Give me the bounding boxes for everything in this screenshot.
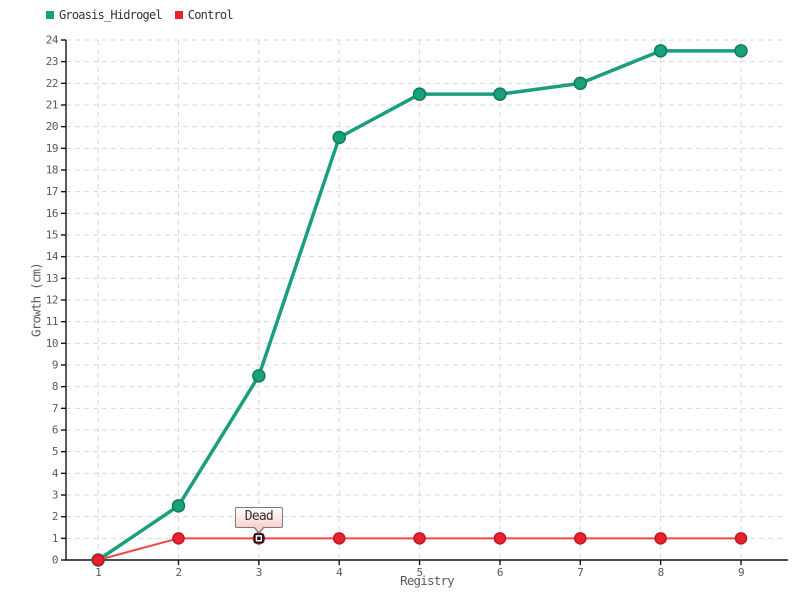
y-tick-label: 8 [52,380,58,393]
y-tick-label: 11 [46,315,58,328]
data-point-control-x8[interactable] [654,532,667,545]
x-tick-label: 2 [175,566,181,579]
y-tick-label: 22 [46,77,58,90]
legend-label-groasis-hidrogel: Groasis_Hidrogel [59,8,163,22]
data-point-groasis_hidrogel-x5[interactable] [412,87,427,101]
y-tick-label: 23 [46,55,58,68]
x-tick-label: 5 [417,566,423,579]
data-point-control-x6[interactable] [493,532,507,545]
y-tick-label: 17 [46,185,58,198]
data-point-groasis_hidrogel-x2[interactable] [171,499,186,513]
y-tick-label: 19 [46,142,58,155]
y-tick-label: 14 [46,250,59,263]
y-tick-label: 16 [46,207,58,220]
legend-item-control: Control [174,8,234,22]
data-point-control-x7[interactable] [574,532,587,545]
dead-event-marker-dot [257,536,261,541]
y-tick-label: 12 [46,294,58,307]
y-tick-label: 20 [46,120,58,133]
y-tick-label: 5 [52,445,58,458]
y-tick-label: 10 [46,337,58,350]
data-point-control-x2[interactable] [172,532,185,545]
y-tick-label: 21 [46,99,58,112]
annotation-tooltip: Dead [234,507,283,529]
legend: Groasis_Hidrogel Control [46,8,234,22]
data-point-control-x4[interactable] [332,532,346,545]
x-tick-label: 4 [336,566,343,579]
y-tick-label: 6 [52,424,58,437]
x-tick-label: 1 [95,566,101,579]
x-tick-label: 7 [577,566,583,579]
annotation-tooltip-text: Dead [244,509,274,525]
y-tick-label: 9 [52,359,58,372]
y-tick-label: 13 [46,272,58,285]
y-axis-title: Growth (cm) [28,263,44,337]
legend-swatch-control-icon [174,11,183,19]
y-tick-label: 0 [52,554,58,567]
data-point-groasis_hidrogel-x8[interactable] [653,44,668,58]
y-tick-label: 4 [52,467,59,480]
x-tick-label: 6 [497,566,503,579]
x-axis-title: Registry [400,573,455,588]
data-point-groasis_hidrogel-x3[interactable] [252,369,266,383]
x-tick-label: 8 [658,566,664,579]
y-tick-label: 2 [52,510,58,523]
y-tick-label: 3 [52,489,58,502]
data-point-groasis_hidrogel-x4[interactable] [332,130,346,145]
y-tick-label: 15 [46,229,58,242]
legend-swatch-groasis-hidrogel-icon [46,11,54,19]
x-tick-label: 3 [256,566,262,579]
data-point-groasis_hidrogel-x9[interactable] [734,44,748,58]
data-point-control-x9[interactable] [734,532,748,545]
data-point-control-x5[interactable] [413,532,426,545]
y-tick-label: 24 [46,34,59,47]
legend-label-control: Control [187,8,234,22]
data-point-groasis_hidrogel-x7[interactable] [573,76,588,91]
y-tick-label: 18 [46,164,58,177]
data-point-groasis_hidrogel-x6[interactable] [493,87,507,101]
y-tick-label: 1 [52,532,58,545]
data-point-control-x1[interactable] [91,553,105,567]
legend-item-groasis-hidrogel: Groasis_Hidrogel [46,8,163,22]
y-tick-label: 7 [52,402,58,415]
x-tick-label: 9 [738,566,744,579]
